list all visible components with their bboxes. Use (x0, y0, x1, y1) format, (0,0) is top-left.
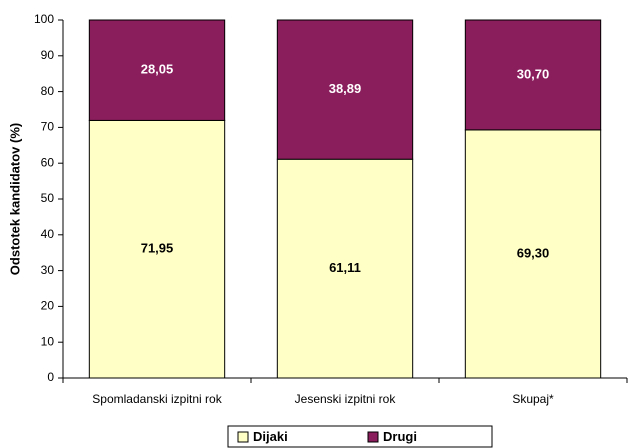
bar-segment (88, 119, 226, 379)
legend-swatch (367, 431, 379, 443)
x-tick-label: Jesenski izpitni rok (295, 392, 397, 406)
y-tick-label: 100 (34, 12, 54, 26)
data-label: 38,89 (329, 81, 362, 96)
bar-segment (464, 129, 602, 379)
bar-segment (276, 19, 414, 160)
y-tick-label: 0 (47, 370, 54, 384)
y-tick-label: 90 (41, 48, 55, 62)
x-tick-label: Skupaj* (512, 392, 554, 406)
y-tick-label: 50 (41, 191, 55, 205)
y-tick-label: 60 (41, 155, 55, 169)
y-tick-label: 30 (41, 263, 55, 277)
data-label: 61,11 (329, 260, 361, 275)
y-axis-label: Odstotek kandidatov (%) (7, 123, 22, 275)
legend (227, 425, 493, 448)
y-tick-label: 80 (41, 84, 55, 98)
y-tick-label: 40 (41, 227, 55, 241)
data-label: 69,30 (517, 245, 550, 260)
data-label: 28,05 (141, 62, 174, 77)
bar-segment (88, 19, 226, 121)
data-label: 71,95 (141, 241, 174, 256)
bar-segment (276, 158, 414, 379)
legend-label: Drugi (383, 429, 417, 444)
legend-label: Dijaki (253, 429, 288, 444)
bar-segment (464, 19, 602, 131)
y-tick-label: 70 (41, 120, 55, 134)
data-label: 30,70 (517, 66, 550, 81)
x-tick-label: Spomladanski izpitni rok (92, 392, 222, 406)
legend-swatch (237, 431, 249, 443)
y-tick-label: 10 (41, 334, 55, 348)
y-tick-label: 20 (41, 299, 55, 313)
